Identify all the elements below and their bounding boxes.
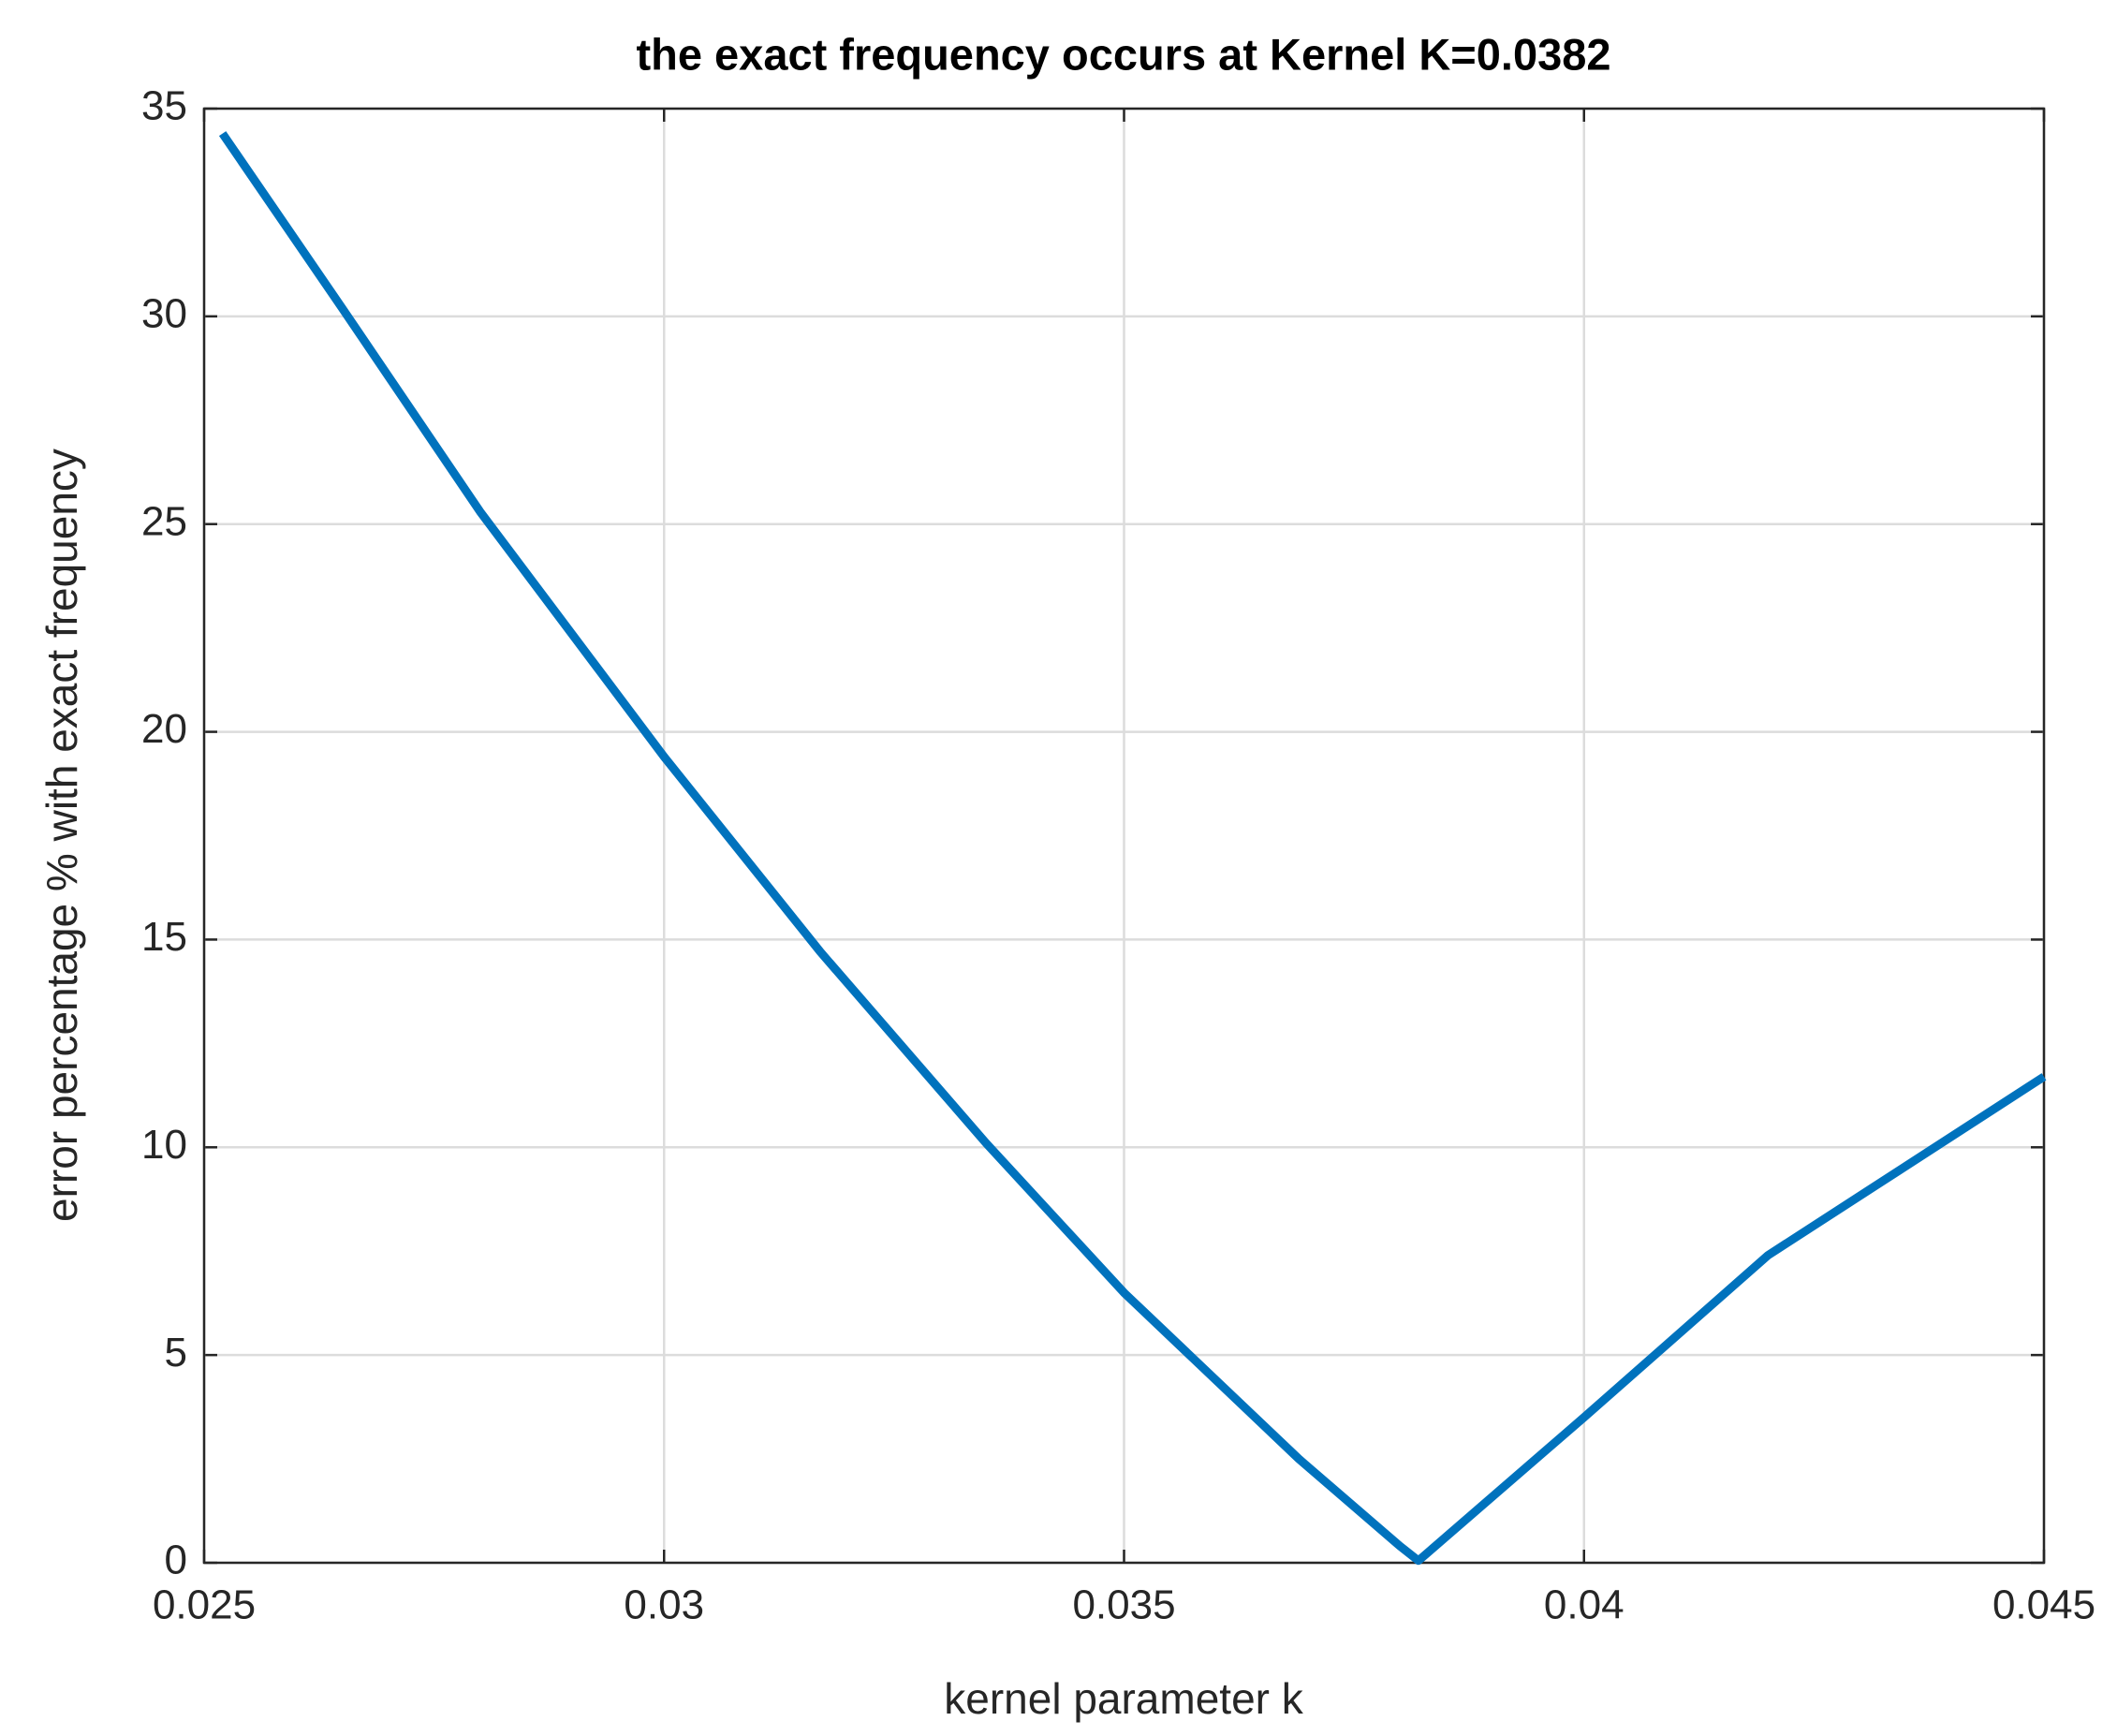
x-tick-label: 0.04 xyxy=(1544,1582,1625,1628)
x-tick-label: 0.03 xyxy=(624,1582,704,1628)
x-axis-label: kernel parameter k xyxy=(944,1674,1303,1723)
x-tick-label: 0.025 xyxy=(153,1582,256,1628)
y-tick-label: 0 xyxy=(165,1537,187,1583)
x-tick-label: 0.045 xyxy=(1992,1582,2095,1628)
y-tick-label: 20 xyxy=(141,706,187,752)
plot-frame xyxy=(202,107,2046,1565)
y-tick-label: 25 xyxy=(141,498,187,544)
y-axis-label: error percentage % with exact frequency xyxy=(37,449,86,1222)
y-tick-label: 35 xyxy=(141,83,187,129)
y-tick-label: 30 xyxy=(141,290,187,336)
chart-title: the exact frequency occurs at Kernel K=0… xyxy=(636,29,1610,79)
y-tick-label: 10 xyxy=(141,1122,187,1168)
data-line xyxy=(218,131,2047,1566)
x-tick-label: 0.035 xyxy=(1072,1582,1175,1628)
y-tick-label: 5 xyxy=(165,1330,187,1376)
y-tick-label: 15 xyxy=(141,914,187,960)
